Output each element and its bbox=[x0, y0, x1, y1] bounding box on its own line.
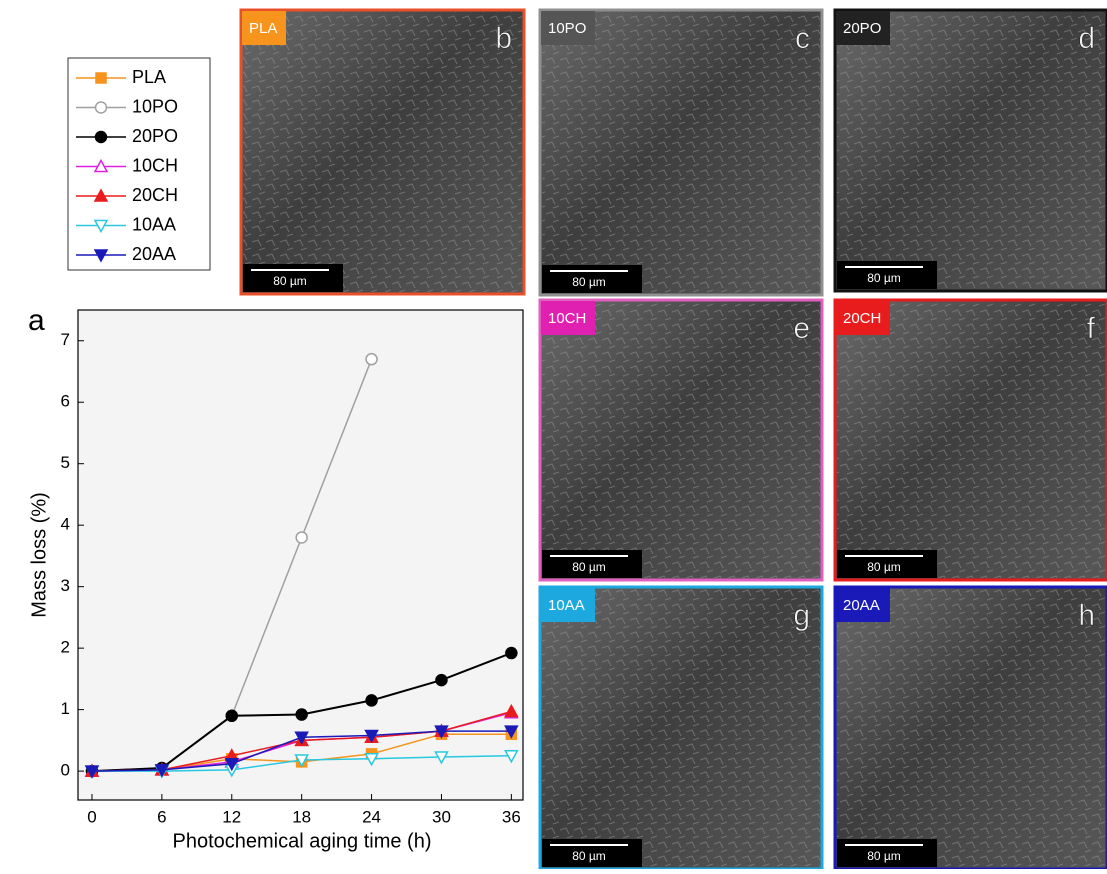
panel-label: 10CH bbox=[548, 310, 586, 327]
panel-letter: b bbox=[495, 22, 512, 55]
x-tick-label: 12 bbox=[222, 807, 241, 826]
marker bbox=[296, 709, 307, 720]
x-tick-label: 6 bbox=[157, 807, 166, 826]
sem-texture bbox=[837, 12, 1105, 289]
panel-letter: a bbox=[28, 304, 45, 337]
panel-letter: h bbox=[1078, 599, 1095, 632]
panel-letter: c bbox=[795, 22, 810, 55]
legend-label: 20PO bbox=[132, 126, 178, 146]
legend-label: 10AA bbox=[132, 214, 176, 234]
y-tick-label: 4 bbox=[61, 515, 70, 534]
sem-texture bbox=[542, 589, 820, 867]
marker bbox=[226, 710, 237, 721]
panel-letter: f bbox=[1087, 312, 1096, 345]
marker bbox=[366, 354, 377, 365]
scale-label: 80 µm bbox=[867, 560, 901, 574]
y-tick-label: 3 bbox=[61, 576, 70, 595]
x-tick-label: 0 bbox=[87, 807, 96, 826]
legend-label: PLA bbox=[132, 67, 166, 87]
y-tick-label: 0 bbox=[61, 761, 70, 780]
marker bbox=[506, 648, 517, 659]
sem-texture bbox=[542, 302, 820, 578]
panel-label: 20AA bbox=[843, 597, 880, 614]
scale-label: 80 µm bbox=[273, 274, 307, 288]
legend-label: 10CH bbox=[132, 155, 178, 175]
y-tick-label: 2 bbox=[61, 638, 70, 657]
marker bbox=[96, 73, 106, 83]
sem-texture bbox=[837, 589, 1105, 867]
scale-label: 80 µm bbox=[572, 275, 606, 289]
marker bbox=[96, 102, 107, 113]
y-tick-label: 1 bbox=[61, 699, 70, 718]
marker bbox=[436, 675, 447, 686]
y-tick-label: 5 bbox=[61, 453, 70, 472]
panel-label: 20PO bbox=[843, 20, 881, 37]
legend-label: 10PO bbox=[132, 96, 178, 116]
scale-label: 80 µm bbox=[867, 849, 901, 863]
scale-label: 80 µm bbox=[867, 271, 901, 285]
x-tick-label: 18 bbox=[292, 807, 311, 826]
legend-label: 20AA bbox=[132, 244, 176, 264]
sem-texture bbox=[837, 302, 1105, 578]
scale-label: 80 µm bbox=[572, 560, 606, 574]
y-tick-label: 7 bbox=[61, 330, 70, 349]
y-axis-title: Mass loss (%) bbox=[28, 492, 50, 618]
panel-letter: e bbox=[793, 312, 810, 345]
x-tick-label: 24 bbox=[362, 807, 381, 826]
panel-label: 10PO bbox=[548, 20, 586, 37]
panel-label: 20CH bbox=[843, 310, 881, 327]
legend-label: 20CH bbox=[132, 185, 178, 205]
sem-texture bbox=[542, 12, 820, 293]
sem-texture bbox=[243, 12, 522, 292]
x-tick-label: 30 bbox=[432, 807, 451, 826]
marker bbox=[96, 132, 107, 143]
x-tick-label: 36 bbox=[502, 807, 521, 826]
x-axis-title: Photochemical aging time (h) bbox=[172, 830, 431, 852]
panel-letter: g bbox=[793, 599, 810, 632]
marker bbox=[366, 695, 377, 706]
panel-label: 10AA bbox=[548, 597, 585, 614]
panel-letter: d bbox=[1078, 22, 1095, 55]
scale-label: 80 µm bbox=[572, 849, 606, 863]
figure: a Photochemical aging time (h) Mass loss… bbox=[0, 0, 1107, 869]
panel-label: PLA bbox=[249, 20, 277, 37]
y-tick-label: 6 bbox=[61, 392, 70, 411]
marker bbox=[296, 532, 307, 543]
